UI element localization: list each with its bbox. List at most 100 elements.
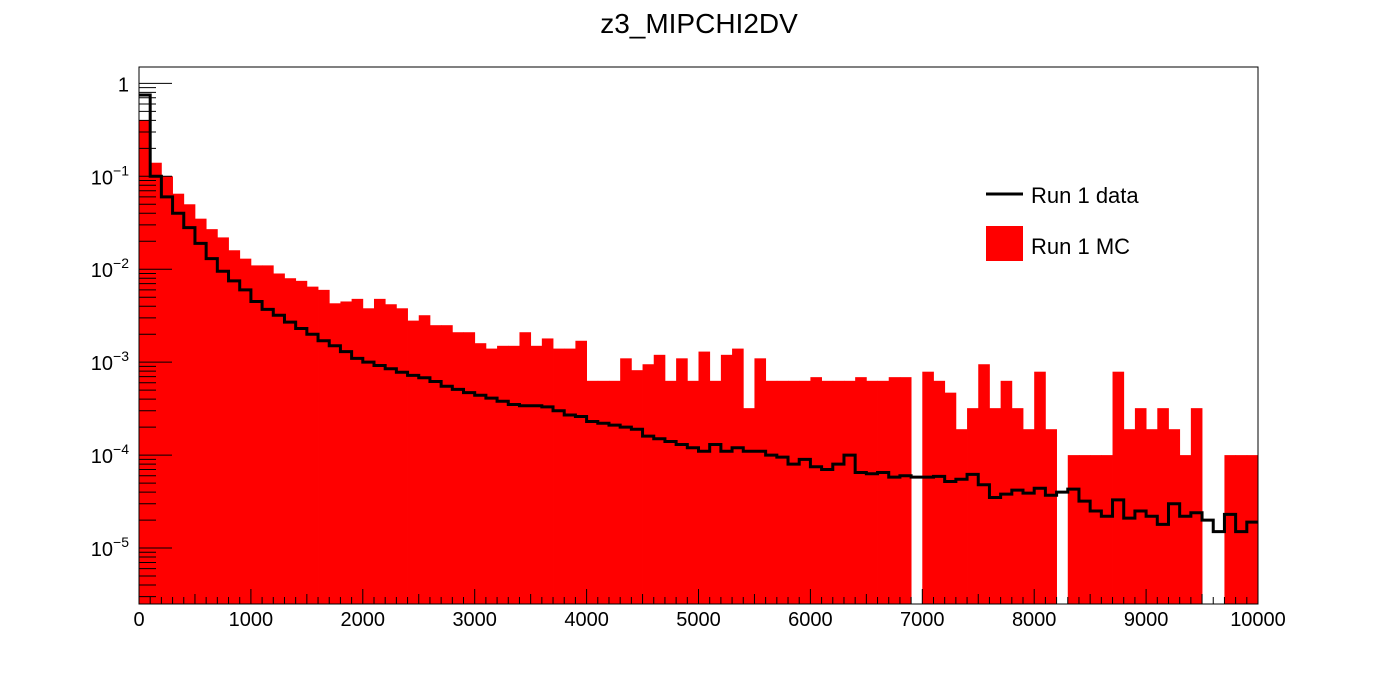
mc-bar bbox=[463, 332, 476, 604]
mc-bar bbox=[1011, 408, 1024, 604]
mc-bar bbox=[888, 377, 901, 604]
mc-bar bbox=[429, 325, 442, 604]
mc-bar bbox=[340, 301, 353, 604]
mc-bar bbox=[161, 176, 173, 605]
mc-bar bbox=[318, 289, 330, 604]
mc-bar bbox=[1235, 455, 1248, 604]
mc-bar bbox=[228, 250, 241, 604]
mc-bar bbox=[172, 193, 185, 604]
mc-bar bbox=[385, 304, 397, 604]
x-tick-label: 3000 bbox=[452, 609, 497, 631]
mc-bar bbox=[1179, 455, 1192, 604]
mc-bar bbox=[788, 380, 800, 604]
mc-bar bbox=[664, 380, 677, 604]
mc-bar bbox=[653, 354, 666, 604]
mc-bar bbox=[866, 380, 878, 604]
mc-bar bbox=[899, 377, 912, 604]
mc-bar bbox=[933, 380, 946, 604]
mc-bar bbox=[586, 380, 599, 604]
mc-bar bbox=[597, 380, 610, 604]
mc-bar bbox=[955, 429, 968, 604]
mc-bar bbox=[575, 340, 587, 604]
mc-bar bbox=[1157, 408, 1169, 604]
mc-bar bbox=[306, 286, 319, 604]
mc-bar bbox=[362, 308, 375, 604]
mc-bar bbox=[765, 380, 778, 604]
mc-bar bbox=[1101, 455, 1113, 604]
mc-bar bbox=[1246, 455, 1259, 604]
mc-bar bbox=[776, 380, 789, 604]
mc-bar bbox=[329, 303, 341, 604]
mc-bar bbox=[373, 298, 386, 604]
x-tick-label: 5000 bbox=[676, 609, 721, 631]
mc-bar bbox=[206, 229, 218, 604]
mc-bar bbox=[530, 345, 543, 604]
y-tick-label: 10−3 bbox=[91, 348, 129, 375]
mc-bar bbox=[676, 358, 688, 604]
mc-bar bbox=[194, 218, 207, 605]
x-tick-label: 7000 bbox=[900, 609, 945, 631]
mc-bar bbox=[541, 338, 554, 604]
mc-bar bbox=[1067, 455, 1080, 604]
y-tick-label: 10−2 bbox=[91, 255, 129, 282]
mc-bar bbox=[687, 380, 699, 604]
chart-title: z3_MIPCHI2DV bbox=[600, 8, 798, 39]
y-tick-label: 1 bbox=[118, 74, 129, 96]
mc-bar bbox=[608, 380, 621, 604]
mc-bar bbox=[396, 308, 408, 604]
x-axis: 0 1000 2000 3000 4000 5000 6000 7000 8000 9000 100… bbox=[133, 589, 1286, 631]
legend: Run 1 data Run 1 MC bbox=[986, 183, 1139, 261]
mc-bar bbox=[843, 380, 856, 604]
mc-bar bbox=[1078, 455, 1091, 604]
mc-bar bbox=[183, 204, 196, 604]
mc-bar bbox=[1090, 455, 1102, 604]
mc-bar bbox=[407, 320, 420, 604]
mc-bar bbox=[239, 258, 252, 604]
mc-bar bbox=[1224, 455, 1237, 604]
mc-bar bbox=[217, 237, 229, 604]
mc-bar bbox=[631, 370, 643, 604]
mc-bar bbox=[150, 162, 162, 604]
mc-bar bbox=[1112, 371, 1125, 604]
mc-bar bbox=[720, 354, 733, 604]
mc-bar bbox=[418, 315, 431, 604]
mc-bar bbox=[273, 273, 285, 604]
mc-bar bbox=[855, 377, 867, 604]
mc-bar bbox=[821, 380, 834, 604]
mc-bar bbox=[799, 380, 811, 604]
x-tick-label: 0 bbox=[133, 609, 144, 631]
mc-bar bbox=[519, 332, 532, 604]
mc-bar bbox=[620, 358, 632, 604]
mc-bar bbox=[553, 348, 565, 604]
mc-bar bbox=[944, 392, 957, 604]
mc-bar bbox=[452, 332, 464, 604]
mc-bar bbox=[485, 348, 498, 604]
x-tick-label: 6000 bbox=[788, 609, 833, 631]
mc-bar bbox=[810, 377, 822, 604]
legend-label-data: Run 1 data bbox=[1031, 183, 1139, 208]
x-tick-label: 1000 bbox=[229, 609, 274, 631]
data-step-line bbox=[139, 93, 1258, 534]
mc-bar bbox=[1000, 380, 1013, 604]
x-tick-label: 8000 bbox=[1012, 609, 1057, 631]
mc-bar bbox=[709, 380, 722, 604]
mc-bar bbox=[1045, 429, 1057, 604]
mc-bar bbox=[922, 371, 934, 604]
mc-bar bbox=[441, 325, 453, 604]
mc-bar bbox=[754, 358, 767, 604]
mc-bar bbox=[1168, 429, 1181, 604]
mc-bar bbox=[967, 408, 979, 604]
x-tick-label: 2000 bbox=[341, 609, 386, 631]
mc-bar bbox=[284, 278, 297, 604]
mc-bar bbox=[564, 348, 576, 604]
mc-bar bbox=[474, 343, 487, 604]
y-tick-label: 10−4 bbox=[91, 441, 129, 468]
mc-bar bbox=[295, 280, 308, 604]
mc-bar bbox=[832, 380, 845, 604]
mc-bar bbox=[877, 380, 890, 604]
mc-bar bbox=[250, 265, 263, 604]
y-tick-label: 10−5 bbox=[91, 534, 129, 561]
mc-bar bbox=[351, 298, 364, 604]
mc-bar bbox=[743, 408, 755, 604]
y-tick-label: 10−1 bbox=[91, 162, 129, 189]
